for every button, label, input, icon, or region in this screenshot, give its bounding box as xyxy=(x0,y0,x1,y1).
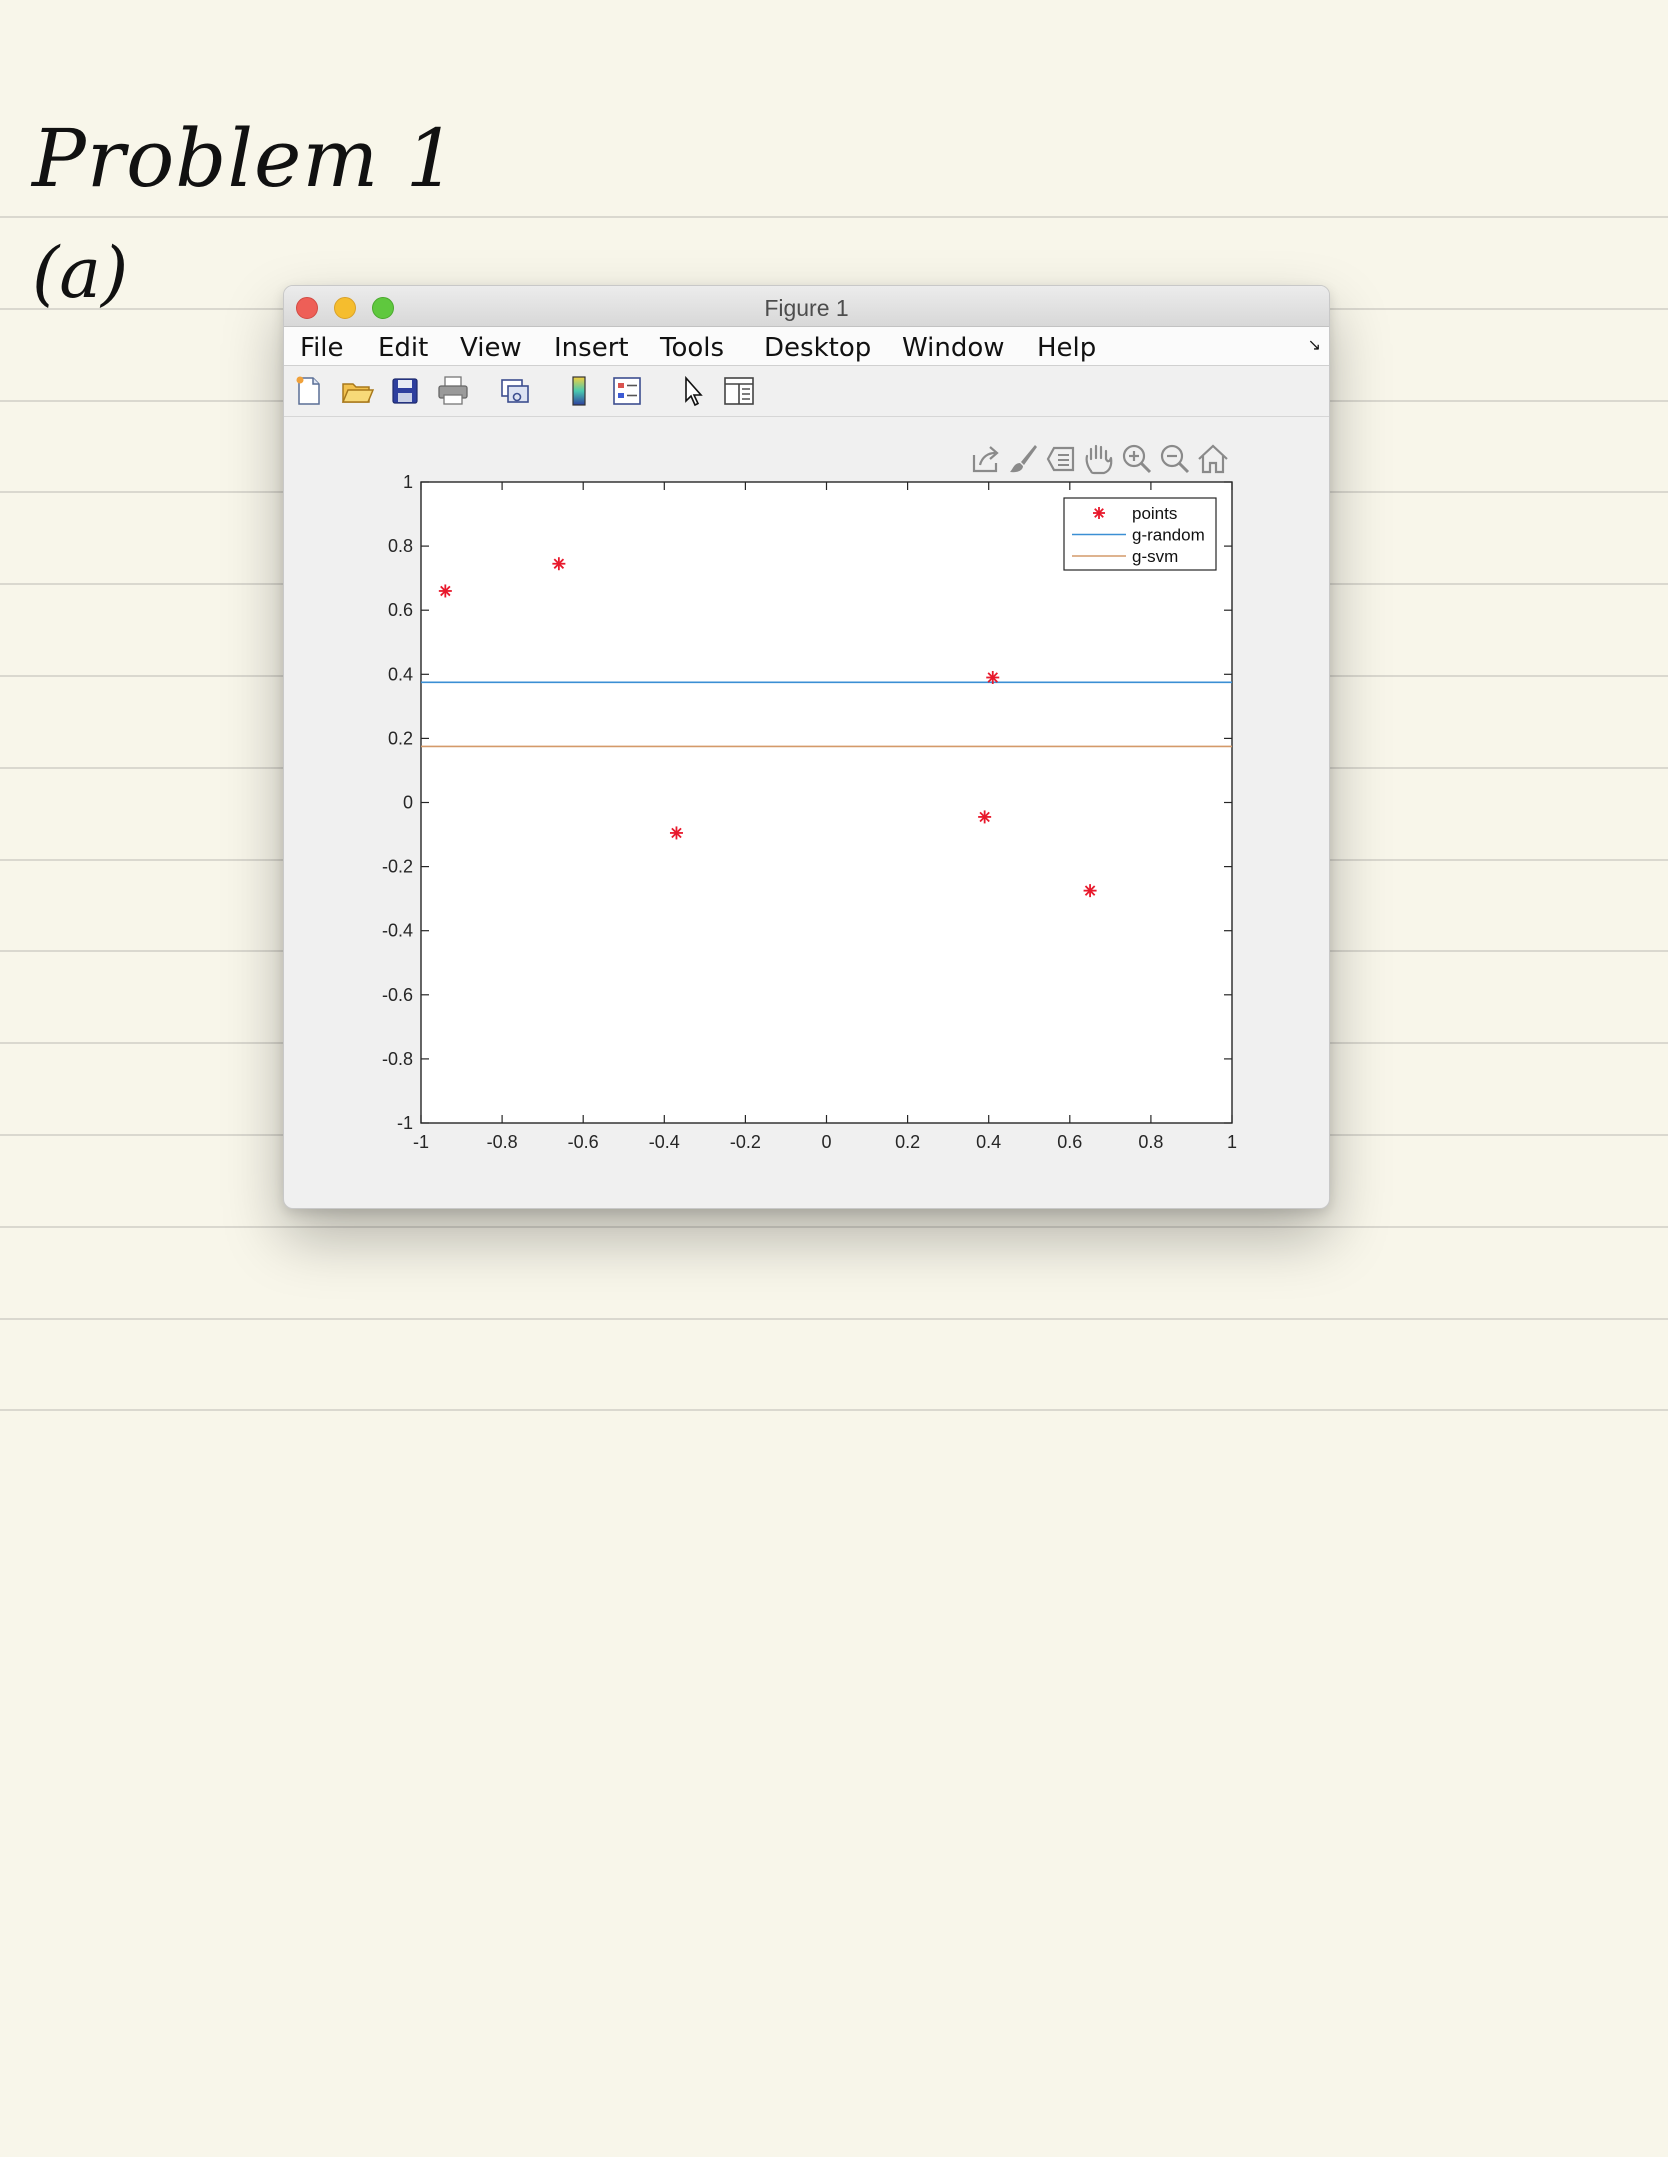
y-tick-labels: 1 0.8 0.6 0.4 0.2 0 -0.2 -0.4 -0.6 -0.8 -1 xyxy=(382,472,413,1133)
maximize-window-button[interactable] xyxy=(372,297,394,319)
data-point xyxy=(552,557,566,571)
x-tick-labels: -1 -0.8 -0.6 -0.4 -0.2 0 0.2 0.4 0.6 0.8 1 xyxy=(413,1132,1237,1152)
pan-icon[interactable] xyxy=(1082,441,1116,477)
y-tick-label: 0.8 xyxy=(388,536,413,556)
window-title: Figure 1 xyxy=(764,295,849,321)
y-tick-label: -0.6 xyxy=(382,985,413,1005)
handwritten-heading: Problem 1 xyxy=(32,112,458,205)
menu-desktop[interactable]: Desktop xyxy=(764,333,872,363)
x-tick-label: 1 xyxy=(1227,1132,1237,1152)
ruled-line xyxy=(0,1409,1668,1411)
menu-edit[interactable]: Edit xyxy=(378,333,429,363)
y-tick-label: 0.4 xyxy=(388,664,413,684)
menu-view[interactable]: View xyxy=(460,333,522,363)
zoom-out-icon[interactable] xyxy=(1158,441,1192,477)
open-file-icon[interactable] xyxy=(340,374,374,408)
colorbar-icon[interactable] xyxy=(562,374,596,408)
property-inspector-icon[interactable] xyxy=(722,374,756,408)
x-tick-label: 0.4 xyxy=(976,1132,1001,1152)
title-bar[interactable]: Figure 1 xyxy=(284,286,1329,327)
pointer-icon[interactable] xyxy=(676,374,710,408)
ruled-line xyxy=(0,1318,1668,1320)
x-tick-label: 0.6 xyxy=(1057,1132,1082,1152)
legend-label: g-svm xyxy=(1132,547,1178,566)
data-point xyxy=(438,584,452,598)
y-tick-label: 1 xyxy=(403,472,413,492)
menu-tools[interactable]: Tools xyxy=(660,333,725,363)
link-plot-icon[interactable] xyxy=(498,374,532,408)
y-tick-label: -1 xyxy=(397,1113,413,1133)
minimize-window-button[interactable] xyxy=(334,297,356,319)
dock-arrow-icon[interactable]: ↘ xyxy=(1307,337,1321,354)
data-point xyxy=(978,810,992,824)
home-icon[interactable] xyxy=(1196,441,1230,477)
data-tips-icon[interactable] xyxy=(1044,441,1078,477)
data-point xyxy=(1083,884,1097,898)
x-tick-label: -0.6 xyxy=(568,1132,599,1152)
data-point xyxy=(669,826,683,840)
legend-icon[interactable] xyxy=(610,374,644,408)
x-tick-label: -1 xyxy=(413,1132,429,1152)
handwritten-part-label: (a) xyxy=(32,232,129,314)
print-icon[interactable] xyxy=(436,374,470,408)
new-figure-icon[interactable] xyxy=(292,374,326,408)
brush-icon[interactable] xyxy=(1006,441,1040,477)
menu-insert[interactable]: Insert xyxy=(554,333,629,363)
plot-series xyxy=(421,557,1232,898)
export-icon[interactable] xyxy=(968,441,1002,477)
y-tick-label: -0.4 xyxy=(382,921,413,941)
y-tick-label: 0.6 xyxy=(388,600,413,620)
x-tick-label: -0.4 xyxy=(649,1132,680,1152)
y-tick-label: -0.2 xyxy=(382,857,413,877)
legend-marker xyxy=(1093,507,1105,519)
data-point xyxy=(986,671,1000,685)
menu-help[interactable]: Help xyxy=(1037,333,1097,363)
y-tick-label: 0.2 xyxy=(388,728,413,748)
zoom-in-icon[interactable] xyxy=(1120,441,1154,477)
axes-toolbar xyxy=(968,441,1329,477)
menu-bar: File Edit View Insert Tools Desktop Wind… xyxy=(284,327,1329,366)
save-icon[interactable] xyxy=(388,374,422,408)
menu-file[interactable]: File xyxy=(300,333,344,363)
y-tick-label: -0.8 xyxy=(382,1049,413,1069)
axes-box xyxy=(420,481,1233,1124)
menu-window[interactable]: Window xyxy=(902,333,1005,363)
legend[interactable]: points g-random g-svm xyxy=(1063,497,1217,571)
figure-window: Figure 1 File Edit View Insert Tools Des… xyxy=(283,285,1330,1209)
plot-area[interactable]: -1 -0.8 -0.6 -0.4 -0.2 0 0.2 0.4 0.6 0.8 1 1 0.8 0.6… xyxy=(284,286,1329,1208)
x-tick-label: 0.2 xyxy=(895,1132,920,1152)
legend-label: g-random xyxy=(1132,526,1205,545)
y-tick-label: 0 xyxy=(403,793,413,813)
legend-label: points xyxy=(1132,504,1177,523)
x-tick-label: -0.2 xyxy=(730,1132,761,1152)
x-tick-label: -0.8 xyxy=(487,1132,518,1152)
close-window-button[interactable] xyxy=(296,297,318,319)
figure-toolbar xyxy=(284,366,1329,417)
x-tick-label: 0 xyxy=(821,1132,831,1152)
x-tick-label: 0.8 xyxy=(1138,1132,1163,1152)
axis-ticks xyxy=(420,481,1233,1124)
ruled-line xyxy=(0,1226,1668,1228)
ruled-line xyxy=(0,216,1668,218)
